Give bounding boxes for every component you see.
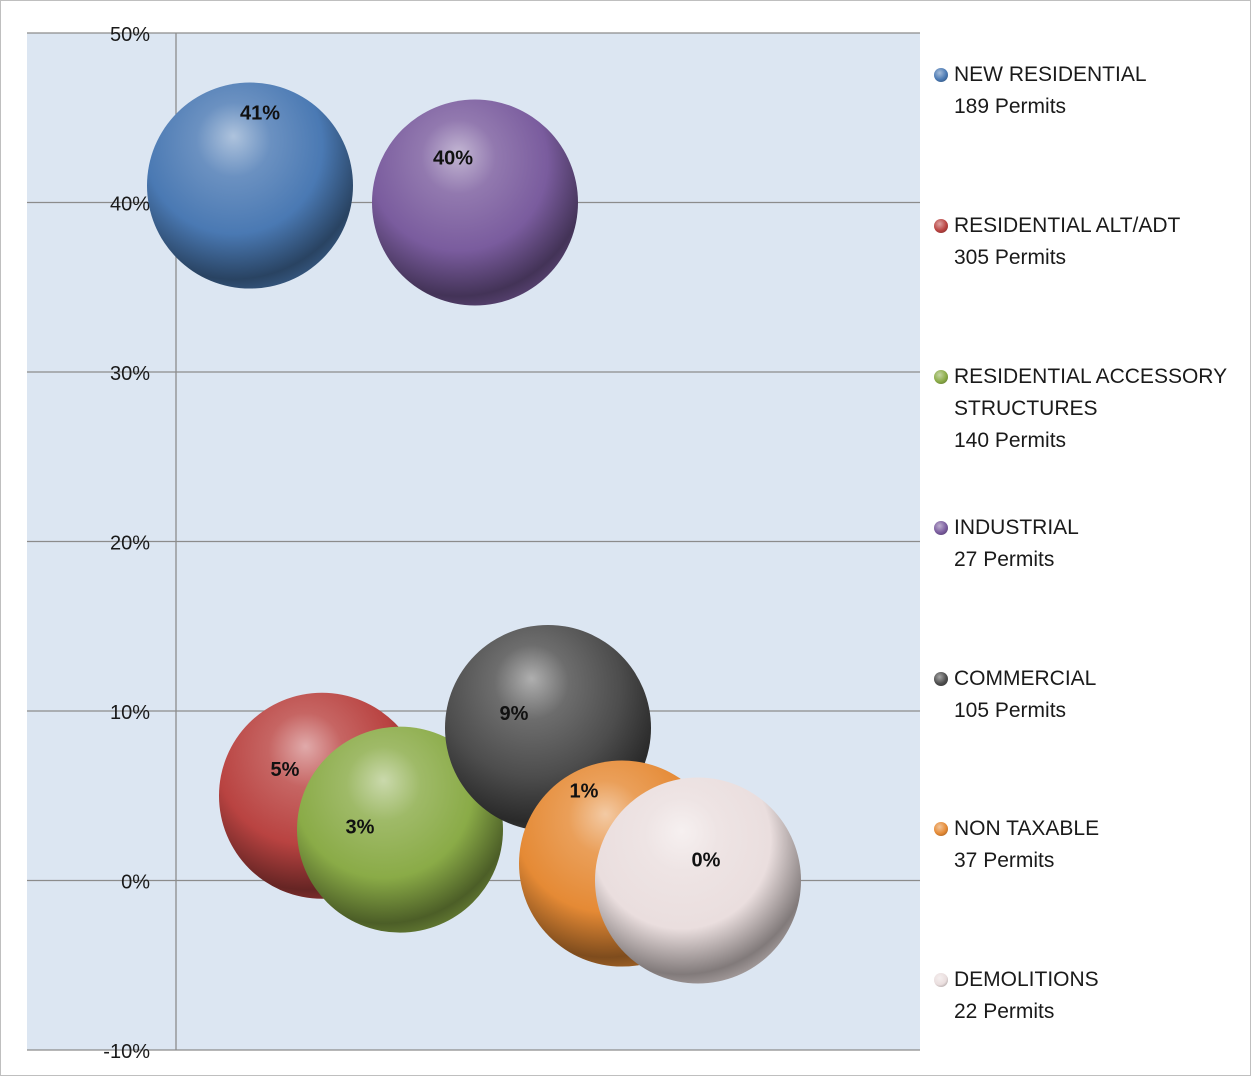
legend-label: NON TAXABLE <box>954 817 1100 840</box>
y-tick-label: 50% <box>110 24 150 46</box>
data-label: 0% <box>692 850 721 872</box>
legend-permit-count: 105 Permits <box>954 699 1067 722</box>
data-label: 5% <box>271 759 300 781</box>
bubble-demolitions <box>595 777 801 984</box>
legend-permit-count: 37 Permits <box>954 849 1055 872</box>
legend-label: COMMERCIAL <box>954 667 1097 690</box>
legend-item: NON TAXABLE 37 Permits <box>934 813 1244 877</box>
legend-marker <box>934 370 948 384</box>
legend-marker <box>934 219 948 233</box>
legend-item: RESIDENTIAL ALT/ADT 305 Permits <box>934 210 1244 274</box>
legend-permit-count: 22 Permits <box>954 1000 1055 1023</box>
legend: NEW RESIDENTIAL 189 Permits RESIDENTIAL AL… <box>934 0 1252 1078</box>
legend-permit-count: 189 Permits <box>954 95 1067 118</box>
legend-item: INDUSTRIAL 27 Permits <box>934 512 1244 576</box>
bubble-industrial <box>372 99 578 306</box>
data-label: 3% <box>346 817 375 839</box>
data-label: 41% <box>240 103 280 125</box>
legend-label: NEW RESIDENTIAL <box>954 63 1147 86</box>
bubbles: 41% 5% 3% 40% 9% 1% 0% <box>147 82 801 984</box>
y-tick-label: 20% <box>110 533 150 555</box>
legend-item: RESIDENTIAL ACCESSORY STRUCTURES 140 Perm… <box>934 361 1244 457</box>
y-axis-ticks: -10% 0% 10% 20% 30% 40% 50% <box>103 24 150 1063</box>
bubble-chart: -10% 0% 10% 20% 30% 40% 50% 41% 5% 3% 40% 9% 1% 0% <box>27 24 920 1063</box>
data-label: 40% <box>433 148 473 170</box>
data-label: 9% <box>500 703 529 725</box>
y-tick-label: -10% <box>103 1041 150 1063</box>
legend-permit-count: 27 Permits <box>954 548 1055 571</box>
bubble-residential-accessory-structures <box>297 726 503 933</box>
y-tick-label: 0% <box>121 872 150 894</box>
legend-marker <box>934 973 948 987</box>
data-label: 1% <box>570 781 599 803</box>
legend-item: DEMOLITIONS 22 Permits <box>934 964 1244 1028</box>
legend-marker <box>934 672 948 686</box>
legend-item: NEW RESIDENTIAL 189 Permits <box>934 59 1244 123</box>
legend-permit-count: 305 Permits <box>954 246 1067 269</box>
bubble-new-residential <box>147 82 353 289</box>
legend-label: INDUSTRIAL <box>954 516 1079 539</box>
legend-permit-count: 140 Permits <box>954 429 1067 452</box>
legend-marker <box>934 68 948 82</box>
legend-marker <box>934 822 948 836</box>
legend-label: DEMOLITIONS <box>954 968 1099 991</box>
y-tick-label: 40% <box>110 194 150 216</box>
y-tick-label: 30% <box>110 363 150 385</box>
legend-marker <box>934 521 948 535</box>
legend-label: RESIDENTIAL ACCESSORY STRUCTURES <box>954 365 1227 420</box>
legend-item: COMMERCIAL 105 Permits <box>934 663 1244 727</box>
legend-label: RESIDENTIAL ALT/ADT <box>954 214 1181 237</box>
y-tick-label: 10% <box>110 702 150 724</box>
